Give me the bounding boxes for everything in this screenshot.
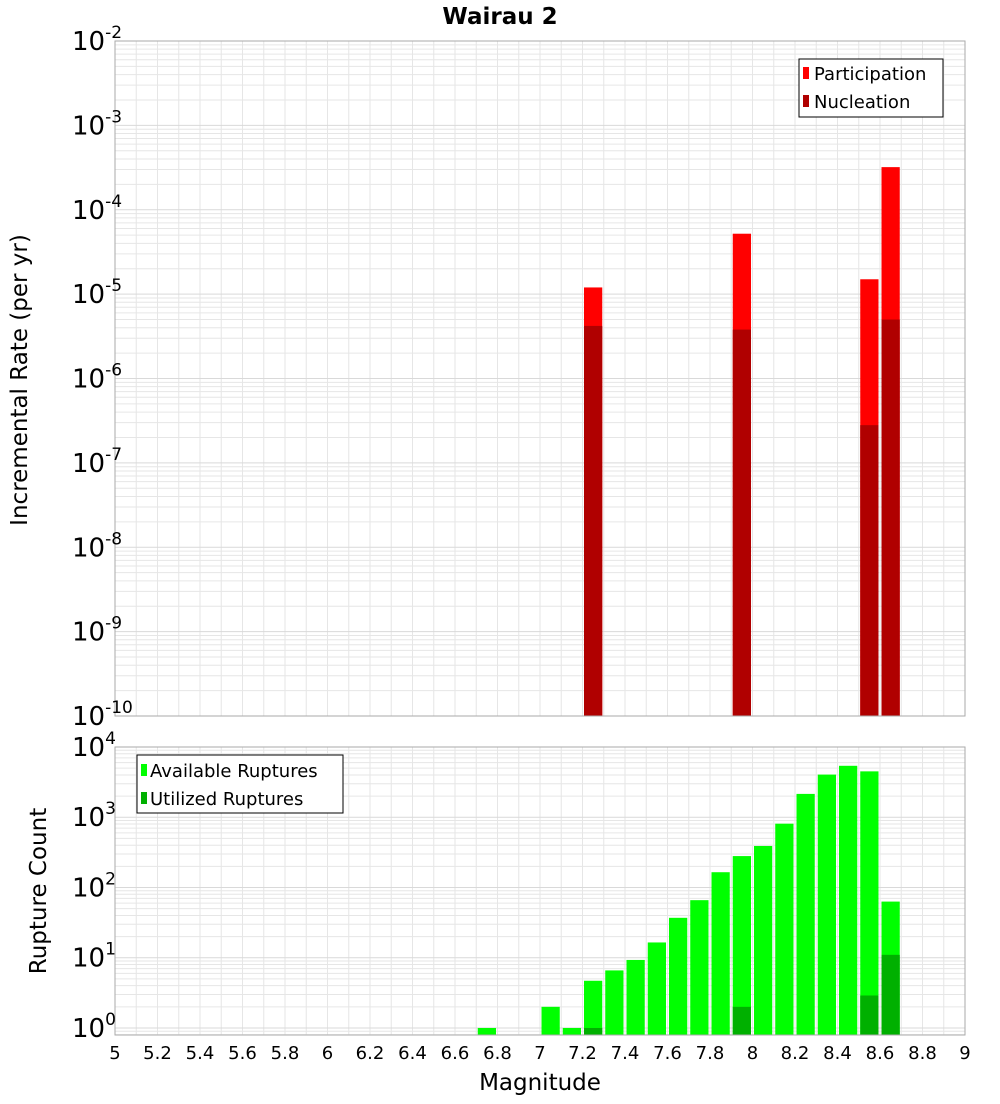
x-axis-label: Magnitude bbox=[479, 1070, 601, 1096]
x-tick-label: 5 bbox=[109, 1043, 120, 1064]
available-ruptures-bar bbox=[477, 1027, 496, 1035]
x-tick-label: 5.2 bbox=[143, 1043, 172, 1064]
available-ruptures-bar bbox=[711, 872, 730, 1035]
participation-legend-swatch bbox=[803, 67, 809, 79]
available-ruptures-bar bbox=[647, 942, 666, 1035]
available-ruptures-bar bbox=[732, 856, 751, 1035]
x-tick-label: 7.2 bbox=[568, 1043, 597, 1064]
bottom-legend-box bbox=[136, 754, 344, 814]
top-y-tick-labels: 10-2 10-3 10-4 10-5 10-6 10-7 10-8 10-9 10-10 bbox=[72, 23, 133, 732]
y-tick-label: 10-3 bbox=[72, 107, 122, 141]
nucleation-bar bbox=[860, 425, 879, 716]
nucleation-legend-swatch bbox=[803, 95, 809, 107]
nucleation-bar bbox=[584, 325, 603, 716]
x-tick-label: 6.6 bbox=[441, 1043, 470, 1064]
x-tick-label: 6.4 bbox=[398, 1043, 427, 1064]
top-bars bbox=[584, 167, 900, 716]
bottom-legend: Available Ruptures Utilized Ruptures bbox=[136, 754, 344, 814]
nucleation-bar bbox=[881, 319, 900, 716]
x-tick-label: 7 bbox=[534, 1043, 545, 1064]
x-tick-label: 5.6 bbox=[228, 1043, 257, 1064]
available-ruptures-bar bbox=[817, 774, 836, 1035]
y-tick-label: 100 bbox=[72, 1010, 116, 1044]
x-tick-label: 8.8 bbox=[908, 1043, 937, 1064]
y-tick-label: 101 bbox=[72, 940, 116, 974]
available-ruptures-bar bbox=[605, 970, 624, 1035]
x-tick-label: 8.6 bbox=[866, 1043, 895, 1064]
bottom-plot-frame bbox=[114, 746, 966, 1036]
y-tick-label: 10-4 bbox=[72, 192, 122, 226]
y-tick-label: 10-8 bbox=[72, 529, 122, 563]
x-tick-label: 8 bbox=[747, 1043, 758, 1064]
available-ruptures-bar bbox=[626, 959, 645, 1035]
top-y-axis-label: Incremental Rate (per yr) bbox=[7, 234, 33, 526]
y-tick-label: 103 bbox=[72, 799, 116, 833]
x-tick-label: 6.2 bbox=[356, 1043, 385, 1064]
available-ruptures-bar bbox=[669, 917, 688, 1035]
y-tick-label: 10-7 bbox=[72, 445, 122, 479]
nucleation-bar bbox=[732, 329, 751, 716]
x-tick-label: 7.8 bbox=[696, 1043, 725, 1064]
bottom-y-axis-label: Rupture Count bbox=[26, 808, 52, 974]
available-ruptures-bar bbox=[796, 793, 815, 1035]
utilized-ruptures-bar bbox=[860, 995, 879, 1035]
x-tick-label: 8.2 bbox=[781, 1043, 810, 1064]
x-tick-labels: 5 5.2 5.4 5.6 5.8 6 6.2 6.4 6.6 6.8 7 7.2 7.4 7.6 7.8 8… bbox=[109, 1043, 970, 1064]
available-ruptures-bar bbox=[775, 823, 794, 1035]
participation-legend-label: Participation bbox=[814, 64, 926, 85]
available-ruptures-bar bbox=[690, 900, 709, 1035]
utilized-ruptures-bar bbox=[732, 1006, 751, 1035]
top-plot-frame bbox=[114, 40, 966, 717]
x-tick-label: 6.8 bbox=[483, 1043, 512, 1064]
available-ruptures-bar bbox=[754, 845, 773, 1035]
bottom-bars bbox=[477, 765, 900, 1035]
available-legend-label: Available Ruptures bbox=[150, 761, 318, 782]
bottom-y-tick-labels: 104 103 102 101 100 bbox=[72, 729, 116, 1044]
available-ruptures-bar bbox=[860, 771, 879, 1035]
utilized-legend-swatch bbox=[141, 792, 147, 804]
y-tick-label: 10-9 bbox=[72, 614, 122, 648]
chart-title: Wairau 2 bbox=[442, 4, 557, 30]
available-ruptures-bar bbox=[584, 980, 603, 1035]
x-tick-label: 9 bbox=[959, 1043, 970, 1064]
top-legend-box bbox=[798, 58, 944, 118]
y-tick-label: 104 bbox=[72, 729, 116, 763]
x-tick-label: 7.4 bbox=[611, 1043, 640, 1064]
x-tick-label: 5.4 bbox=[186, 1043, 215, 1064]
y-tick-label: 102 bbox=[72, 869, 116, 903]
top-grid bbox=[115, 41, 965, 716]
available-ruptures-bar bbox=[541, 1006, 560, 1035]
x-tick-label: 7.6 bbox=[653, 1043, 682, 1064]
utilized-ruptures-bar bbox=[881, 954, 900, 1035]
available-legend-swatch bbox=[141, 764, 147, 776]
top-legend: Participation Nucleation bbox=[798, 58, 944, 118]
available-ruptures-bar bbox=[839, 765, 858, 1035]
available-ruptures-bar bbox=[562, 1027, 581, 1035]
x-tick-label: 6 bbox=[322, 1043, 333, 1064]
x-tick-label: 5.8 bbox=[271, 1043, 300, 1064]
y-tick-label: 10-6 bbox=[72, 361, 122, 395]
y-tick-label: 10-10 bbox=[72, 698, 133, 732]
utilized-legend-label: Utilized Ruptures bbox=[150, 789, 303, 810]
x-tick-label: 8.4 bbox=[823, 1043, 852, 1064]
nucleation-legend-label: Nucleation bbox=[814, 92, 910, 113]
y-tick-label: 10-2 bbox=[72, 23, 122, 57]
utilized-ruptures-bar bbox=[584, 1027, 603, 1035]
y-tick-label: 10-5 bbox=[72, 276, 122, 310]
